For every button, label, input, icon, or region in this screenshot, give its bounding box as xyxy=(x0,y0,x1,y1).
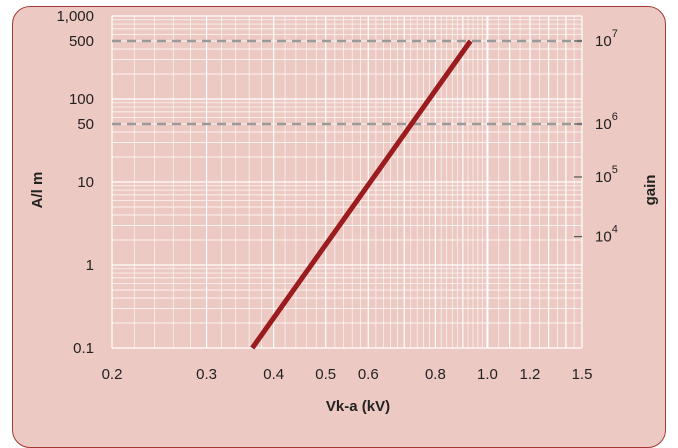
y-tick-labels: 0.1 1 10 50 100 500 1,000 xyxy=(56,8,94,357)
x-axis-title: Vk-a (kV) xyxy=(326,398,390,415)
series xyxy=(250,39,473,350)
grid xyxy=(111,15,583,349)
x-tick-label: 0.6 xyxy=(358,366,379,383)
x-tick-label: 1.2 xyxy=(520,366,541,383)
y-tick-label: 1 xyxy=(86,257,94,274)
y-tick-label: 100 xyxy=(69,91,94,108)
y-axis-title: A/l m xyxy=(29,172,46,209)
y-tick-label: 500 xyxy=(69,33,94,50)
chart: 0.2 0.3 0.4 0.5 0.6 0.8 1.0 1.2 1.5 0.1 1 10 50 100 5… xyxy=(29,8,659,415)
y2-tick-label: 106 xyxy=(595,111,618,133)
x-tick-label: 0.5 xyxy=(315,366,336,383)
y-tick-label: 50 xyxy=(77,116,94,133)
x-tick-label: 0.4 xyxy=(263,366,284,383)
x-tick-label: 0.2 xyxy=(102,366,123,383)
y2-axis-title: gain xyxy=(642,175,659,206)
x-tick-label: 1.5 xyxy=(572,366,593,383)
x-tick-label: 1.0 xyxy=(477,366,498,383)
x-tick-label: 0.3 xyxy=(196,366,217,383)
y2-tick-label: 104 xyxy=(595,224,618,246)
y2-tick-labels: 104 105 106 107 xyxy=(574,28,618,246)
y-tick-label: 1,000 xyxy=(56,8,94,25)
reference-lines xyxy=(112,39,582,126)
data-line xyxy=(250,39,473,350)
y-tick-label: 0.1 xyxy=(73,340,94,357)
x-tick-label: 0.8 xyxy=(425,366,446,383)
x-tick-labels: 0.2 0.3 0.4 0.5 0.6 0.8 1.0 1.2 1.5 xyxy=(102,366,593,383)
y-tick-label: 10 xyxy=(77,174,94,191)
y2-tick-label: 105 xyxy=(595,164,618,186)
y2-tick-label: 107 xyxy=(595,28,618,50)
